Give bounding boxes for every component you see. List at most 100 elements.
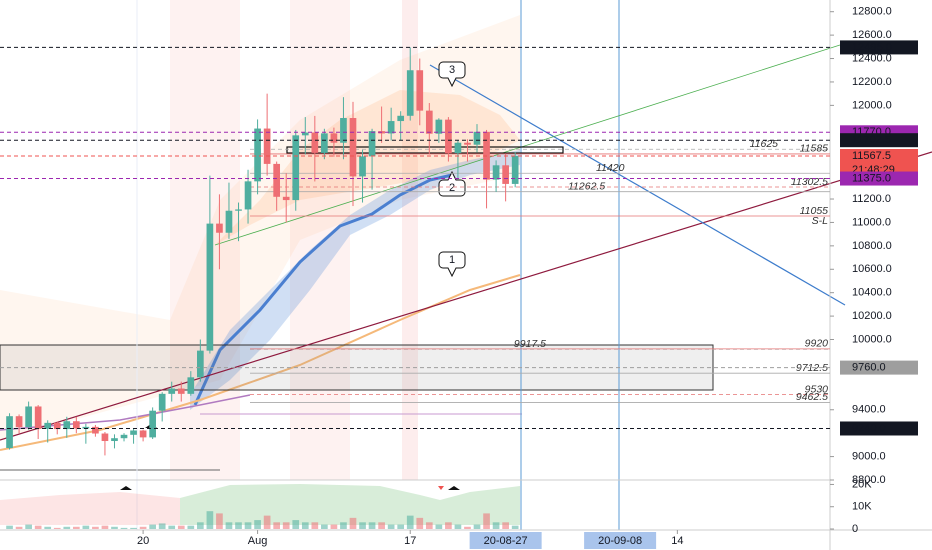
volume-bar [445, 522, 452, 529]
volume-bar [301, 522, 309, 529]
volume-bar [6, 525, 13, 529]
y-tick-label: 10200.0 [852, 310, 892, 322]
y-tick-label: 12400.0 [852, 52, 892, 64]
volume-bar [206, 511, 214, 529]
trend-line [214, 44, 841, 246]
oscillator [0, 492, 180, 525]
volume-bar [273, 522, 281, 529]
candle-body [25, 406, 32, 428]
volume-bar [72, 526, 80, 529]
volume-bar [130, 527, 137, 529]
volume-bar [502, 522, 509, 529]
volume-bar [282, 522, 290, 529]
candle-body [387, 121, 395, 134]
candle-body [435, 119, 443, 134]
y-tick-label: 9000.0 [852, 450, 886, 462]
price-badge-label: 9760.0 [852, 362, 886, 374]
volume-bar [168, 525, 176, 529]
y-tick-label: 11200.0 [852, 193, 891, 205]
volume-bar [435, 524, 443, 529]
price-badge [840, 171, 918, 186]
candle-body [139, 430, 147, 438]
volume-bar [53, 527, 61, 529]
candle-body [273, 163, 281, 197]
y-tick-label: 12200.0 [852, 76, 892, 88]
date-marker [469, 532, 542, 549]
volume-bar [397, 524, 405, 529]
y-tick-label: 10400.0 [852, 287, 892, 299]
y-tick-label: 10000.0 [852, 333, 892, 345]
candle-body [44, 422, 52, 429]
trend-line [429, 64, 846, 306]
volume-bar [263, 515, 271, 529]
callout [438, 170, 466, 197]
volume-bar [216, 513, 223, 529]
candle-body [149, 410, 156, 438]
volume-bar [101, 525, 109, 529]
candle-body [511, 156, 519, 184]
y-tick-label: 8800.0 [852, 474, 886, 486]
volume-tick-label: 10K [852, 501, 872, 513]
volume-bar [177, 525, 185, 529]
y-tick-label: 11000.0 [852, 216, 891, 228]
volume-bar [244, 522, 252, 529]
level-label: 9462.5 [796, 391, 828, 403]
volume-bar [416, 517, 424, 529]
callout-label: 1 [449, 254, 455, 266]
volume-bar [406, 515, 414, 529]
x-tick-label: 20 [137, 535, 149, 547]
zone [0, 344, 714, 391]
candle-body [216, 223, 223, 233]
volume-bar [292, 520, 300, 529]
price-badge [840, 421, 918, 436]
level-label: 11625 [750, 138, 779, 150]
ma-line [0, 274, 521, 451]
candle-body [473, 131, 481, 145]
level-label: 11420 [596, 162, 625, 174]
volume-bar [197, 522, 204, 529]
candle-body [225, 210, 233, 233]
volume-bar [311, 522, 319, 529]
candle-body [359, 156, 366, 177]
volume-bar [387, 524, 395, 529]
volume-bar [82, 525, 90, 529]
candle-body [111, 438, 118, 442]
y-tick-label: 12600.0 [852, 29, 892, 41]
volume-bar [235, 522, 242, 529]
ma-line [193, 173, 453, 406]
volume-bar [25, 524, 32, 529]
volume-bar [63, 526, 71, 529]
trend-line [0, 151, 932, 441]
volume-bar [254, 520, 261, 529]
volume-bar [187, 525, 195, 529]
candle-body [101, 433, 109, 442]
candle-body [397, 115, 405, 122]
price-badge-label: 12495.0 [852, 41, 892, 53]
x-tick-label: 14 [671, 535, 683, 547]
callout-label: 3 [449, 64, 455, 76]
volume-bar [92, 526, 99, 529]
volume-bar [158, 523, 166, 529]
volume-bar [340, 522, 347, 529]
level-label: 11585 [800, 143, 829, 155]
highlight-band [402, 0, 418, 480]
candle-body [492, 165, 500, 180]
price-badge-label: 11567.5 [852, 150, 891, 162]
candle-body [349, 118, 357, 177]
candle-body [72, 421, 80, 429]
volume-bar [359, 522, 366, 529]
price-badge-label: 11702.5 [852, 134, 891, 146]
date-marker-label: 20-08-27 [484, 535, 528, 547]
price-badge [840, 149, 918, 163]
candle-body [53, 422, 61, 430]
volume-bar [139, 526, 147, 529]
callouts: 3 2 1 [438, 61, 466, 278]
candle-body [63, 421, 71, 430]
candle-body [464, 142, 471, 145]
volume-bar [34, 525, 42, 529]
candle-body [130, 430, 137, 435]
marker [120, 486, 132, 490]
candle-body [235, 209, 242, 211]
highlight-band [290, 0, 350, 480]
